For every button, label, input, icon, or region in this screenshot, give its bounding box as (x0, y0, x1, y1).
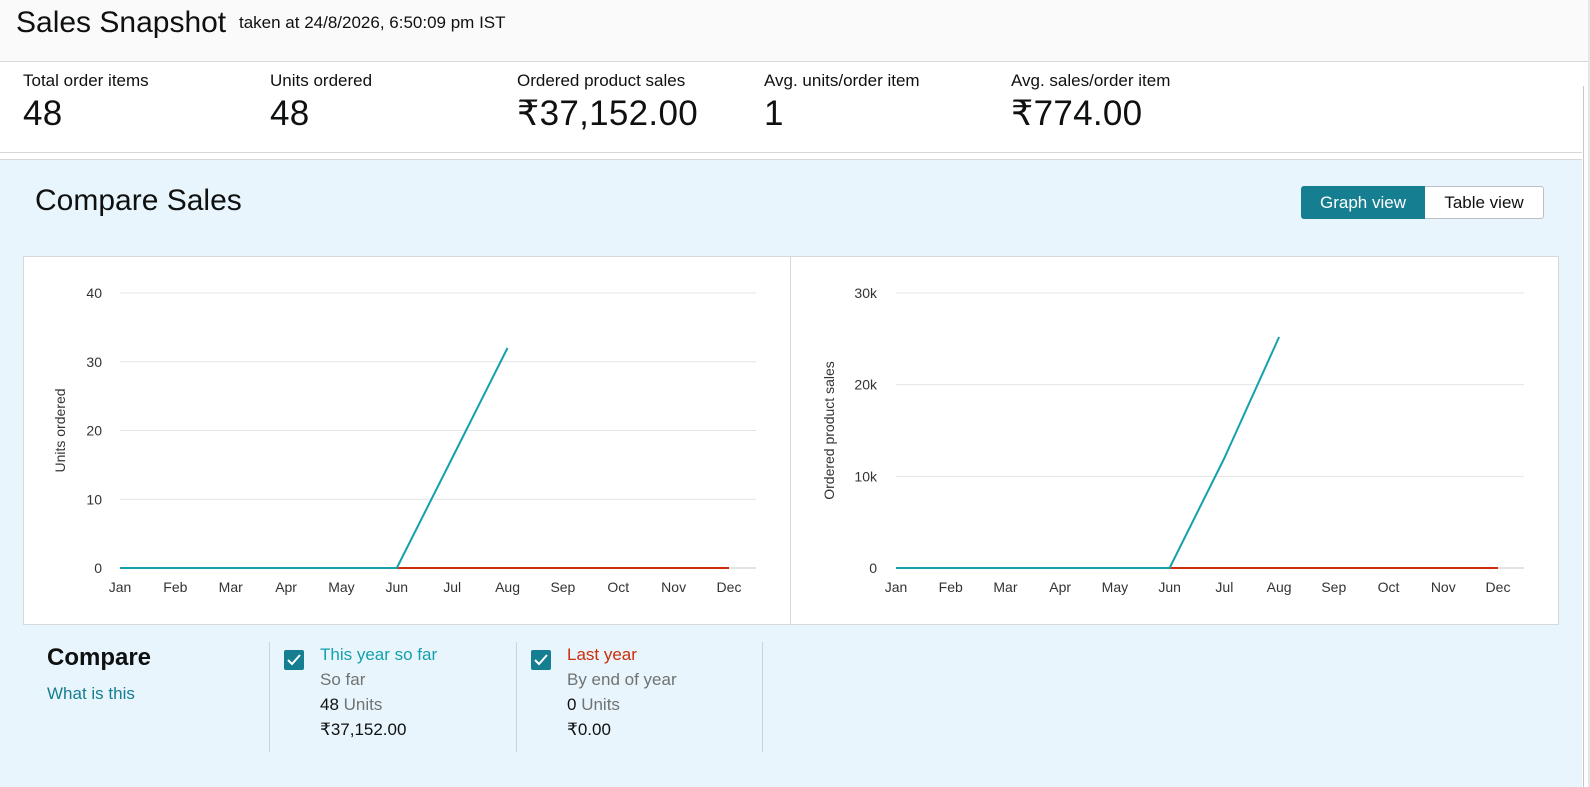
window-edge (1588, 0, 1590, 787)
compare-sales-title: Compare Sales (35, 184, 242, 217)
x-tick-label: Dec (717, 579, 742, 595)
metric-value: 1 (764, 94, 784, 133)
x-tick-label: Oct (1378, 579, 1400, 595)
this-year-sales: ₹37,152.00 (320, 720, 407, 739)
last-year-units: 0 Units (567, 692, 677, 717)
compare-label: Compare (47, 644, 152, 671)
y-tick-label: 30 (86, 354, 102, 370)
y-tick-label: 20 (86, 423, 102, 439)
metric-value: ₹37,152.00 (517, 94, 698, 133)
last-year-name: Last year (567, 645, 637, 664)
legend-last-year: Last year By end of year 0 Units ₹0.00 (516, 642, 763, 752)
x-tick-label: Jan (109, 579, 132, 595)
this-year-units-value: 48 (320, 695, 339, 714)
metric-total-order-items: Total order items 48 (23, 71, 149, 134)
y-axis-label: Units ordered (52, 388, 68, 472)
ordered-product-sales-chart: 0 10k 20k 30k Jan Feb Mar Apr May Jun Jul Aug Sep Oct… (821, 285, 1524, 595)
x-tick-label: May (1102, 579, 1128, 595)
metric-label: Avg. sales/order item (1011, 71, 1171, 90)
graph-view-button[interactable]: Graph view (1301, 186, 1425, 219)
this-year-period: So far (320, 670, 366, 689)
last-year-sales: ₹0.00 (567, 720, 611, 739)
y-tick-label: 40 (86, 285, 102, 301)
last-year-period: By end of year (567, 670, 677, 689)
legend-this-year: This year so far So far 48 Units ₹37,152… (269, 642, 516, 752)
y-tick-label: 0 (94, 560, 102, 576)
x-tick-label: Aug (495, 579, 520, 595)
y-tick-label: 0 (869, 560, 877, 576)
last-year-units-value: 0 (567, 695, 577, 714)
chart-divider (790, 257, 791, 624)
metric-avg-units-per-order-item: Avg. units/order item 1 (764, 71, 920, 134)
x-tick-label: Apr (1049, 579, 1071, 595)
this-year-checkbox[interactable] (284, 650, 304, 670)
metric-label: Total order items (23, 71, 149, 90)
x-tick-label: Sep (550, 579, 575, 595)
table-view-button[interactable]: Table view (1425, 186, 1544, 219)
y-tick-label: 20k (854, 377, 878, 393)
checkmark-icon (534, 654, 548, 666)
metric-units-ordered: Units ordered 48 (270, 71, 372, 134)
what-is-this-link[interactable]: What is this (47, 684, 135, 703)
x-tick-label: Sep (1321, 579, 1346, 595)
last-year-checkbox[interactable] (531, 650, 551, 670)
checkmark-icon (287, 654, 301, 666)
x-tick-label: Jul (443, 579, 461, 595)
snapshot-title: Sales Snapshot (16, 6, 227, 39)
this-year-units: 48 Units (320, 692, 437, 717)
metric-label: Avg. units/order item (764, 71, 920, 90)
metric-value: 48 (270, 94, 310, 133)
x-tick-label: Jul (1215, 579, 1233, 595)
x-tick-label: Mar (993, 579, 1017, 595)
y-axis-label: Ordered product sales (821, 361, 837, 500)
x-tick-label: Aug (1267, 579, 1292, 595)
metric-avg-sales-per-order-item: Avg. sales/order item ₹774.00 (1011, 71, 1170, 134)
metric-value: ₹774.00 (1011, 94, 1143, 133)
x-tick-label: Nov (661, 579, 686, 595)
metric-value: 48 (23, 94, 63, 133)
this-year-units-label: Units (343, 695, 383, 714)
last-year-units-label: Units (581, 695, 620, 714)
metric-label: Units ordered (270, 71, 373, 90)
this-year-details: This year so far So far 48 Units ₹37,152… (320, 642, 437, 742)
scrollbar-track[interactable] (1583, 86, 1584, 787)
x-tick-label: Mar (219, 579, 243, 595)
metric-ordered-product-sales: Ordered product sales ₹37,152.00 (517, 71, 698, 134)
units-ordered-chart: 0 10 20 30 40 Jan Feb Mar Apr May Jun Jul Aug Sep Oct N… (52, 285, 756, 595)
snapshot-header: Sales Snapshot taken at 24/8/2026, 6:50:… (0, 0, 1590, 62)
view-toggle: Graph view Table view (1301, 186, 1544, 219)
x-tick-label: Jun (386, 579, 409, 595)
x-tick-label: May (328, 579, 354, 595)
x-tick-label: Apr (275, 579, 297, 595)
x-tick-label: Oct (607, 579, 629, 595)
compare-sales-section: Compare Sales Graph view Table view 0 10 2… (0, 159, 1582, 787)
y-tick-label: 10k (854, 468, 878, 484)
x-tick-label: Jan (885, 579, 908, 595)
charts-container: 0 10 20 30 40 Jan Feb Mar Apr May Jun Jul Aug Sep Oct N… (23, 256, 1559, 625)
metric-label: Ordered product sales (517, 71, 686, 90)
snapshot-timestamp: taken at 24/8/2026, 6:50:09 pm IST (239, 13, 506, 32)
series-line (896, 336, 1281, 569)
x-tick-label: Jun (1158, 579, 1181, 595)
last-year-details: Last year By end of year 0 Units ₹0.00 (567, 642, 677, 742)
x-tick-label: Feb (163, 579, 187, 595)
x-tick-label: Feb (939, 579, 963, 595)
this-year-name: This year so far (320, 645, 438, 664)
x-tick-label: Dec (1486, 579, 1511, 595)
y-tick-label: 10 (86, 491, 102, 507)
x-tick-label: Nov (1431, 579, 1456, 595)
series-line (120, 347, 509, 569)
metrics-row: Total order items 48 Units ordered 48 Or… (0, 62, 1582, 153)
y-tick-label: 30k (854, 285, 878, 301)
